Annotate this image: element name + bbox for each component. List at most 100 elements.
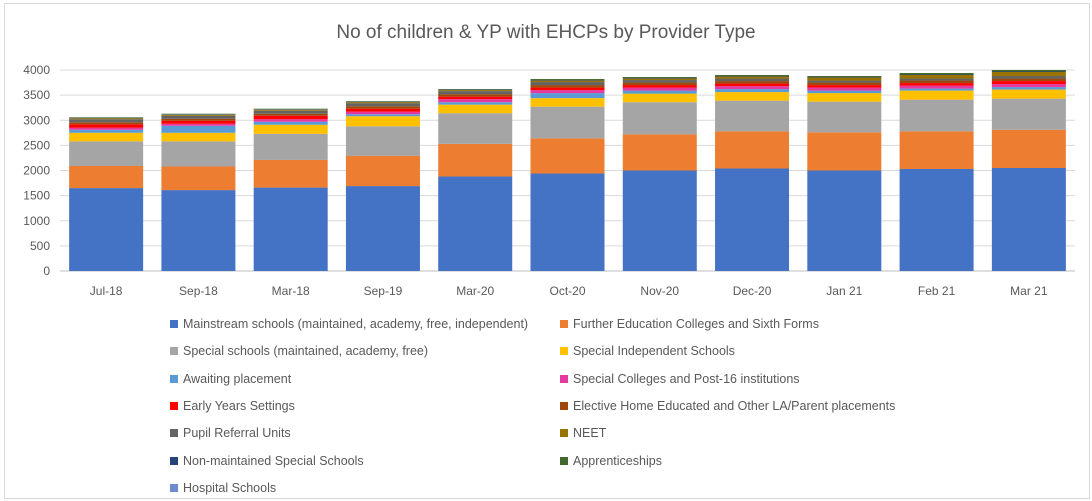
bar-segment: [530, 87, 605, 91]
y-tick-label: 4000: [23, 63, 50, 77]
bar-segment: [69, 119, 144, 123]
bar-segment: [345, 101, 420, 103]
bar-segment: [345, 102, 420, 104]
bar-segment: [899, 88, 974, 91]
bar-segment: [253, 113, 328, 116]
y-tick-label: 500: [30, 239, 50, 253]
bar-segment: [991, 89, 1066, 99]
bar-segment: [899, 73, 974, 75]
bar-segment: [622, 87, 697, 91]
bar-segment: [69, 165, 144, 189]
legend-item: Mainstream schools (maintained, academy,…: [170, 316, 528, 332]
legend-label: Apprenticeships: [573, 453, 662, 468]
bar-segment: [530, 90, 605, 94]
bar-segment: [530, 106, 605, 139]
bar-segment: [530, 80, 605, 81]
bar-segment: [622, 90, 697, 94]
bar-segment: [622, 78, 697, 79]
bar-segment: [622, 80, 697, 83]
bar-segment: [715, 89, 790, 93]
bar-segment: [715, 168, 790, 271]
bar-segment: [438, 96, 513, 100]
y-tick-label: 3000: [23, 113, 50, 127]
legend-label: Elective Home Educated and Other LA/Pare…: [573, 398, 896, 413]
bar-segment: [715, 100, 790, 132]
y-tick-label: 3500: [23, 88, 50, 102]
bar-segment: [69, 124, 144, 128]
bar-segment: [253, 121, 328, 125]
bar-segment: [161, 115, 236, 119]
legend-label: Special schools (maintained, academy, fr…: [183, 344, 429, 359]
bar-segment: [530, 79, 605, 81]
bar-segment: [530, 173, 605, 271]
bar-segment: [807, 77, 882, 78]
x-tick-label: Jan 21: [826, 284, 862, 298]
bar-segment: [807, 93, 882, 102]
bar-segment: [715, 78, 790, 82]
bar-segment: [253, 108, 328, 110]
bar-segment: [161, 120, 236, 124]
legend-label: Early Years Settings: [183, 398, 295, 413]
legend-label: Mainstream schools (maintained, academy,…: [183, 317, 529, 331]
legend-item: Special schools (maintained, academy, fr…: [170, 343, 428, 359]
legend-swatch: [560, 320, 568, 328]
bar-segment: [899, 131, 974, 169]
bar-segment: [69, 127, 144, 130]
bar-segment: [161, 113, 236, 115]
bar-segment: [161, 132, 236, 142]
legend-item: Special Colleges and Post-16 institution…: [560, 371, 800, 387]
legend-swatch: [560, 429, 568, 438]
bar-segment: [807, 101, 882, 133]
bar-segment: [161, 118, 236, 121]
bar-segment: [438, 113, 513, 144]
x-tick-label: Sep-18: [179, 284, 218, 298]
x-tick-label: Feb 21: [918, 284, 956, 298]
bar-segment: [69, 132, 144, 142]
legend-swatch: [560, 401, 568, 410]
x-tick-label: Mar-20: [456, 284, 494, 298]
bar-segment: [991, 84, 1066, 88]
bar-segment: [991, 87, 1066, 90]
bar-segment: [438, 99, 513, 103]
bar-segment: [899, 74, 974, 76]
bar-segment: [345, 114, 420, 117]
legend-label: NEET: [573, 426, 607, 441]
bar-segment: [715, 83, 790, 87]
bar-segment: [438, 143, 513, 177]
bar-segment: [991, 78, 1066, 82]
bar-segment: [807, 77, 882, 81]
bar-segment: [622, 78, 697, 81]
legend-swatch: [170, 374, 178, 383]
bar-segment: [438, 104, 513, 114]
bar-segment: [807, 82, 882, 86]
legend-item: Apprenticeships: [560, 453, 662, 469]
bar-segment: [345, 106, 420, 109]
legend-item: Special Independent Schools: [560, 343, 735, 359]
bar-segment: [715, 92, 790, 101]
legend-item: Elective Home Educated and Other LA/Pare…: [560, 398, 895, 414]
bar-segment: [991, 71, 1066, 73]
bar-segment: [438, 102, 513, 105]
y-tick-label: 2500: [23, 138, 50, 152]
bar-segment: [807, 80, 882, 83]
bar-segment: [530, 138, 605, 174]
bar-segment: [69, 129, 144, 133]
bar-segment: [345, 103, 420, 107]
bar-segment: [161, 114, 236, 115]
bar-segment: [715, 131, 790, 169]
legend-item: NEET: [560, 425, 606, 441]
bar-segment: [345, 111, 420, 115]
bar-segment: [438, 176, 513, 271]
bar-segment: [253, 109, 328, 111]
bar-segment: [807, 85, 882, 88]
legend-swatch: [170, 429, 178, 438]
bar-segment: [899, 83, 974, 86]
x-tick-label: Mar 21: [1010, 284, 1048, 298]
bar-segment: [991, 98, 1066, 130]
x-tick-label: Jul-18: [90, 284, 123, 298]
y-tick-label: 0: [43, 264, 50, 278]
bar-segment: [991, 72, 1066, 77]
bar-segment: [161, 166, 236, 191]
bar-segment: [807, 90, 882, 94]
